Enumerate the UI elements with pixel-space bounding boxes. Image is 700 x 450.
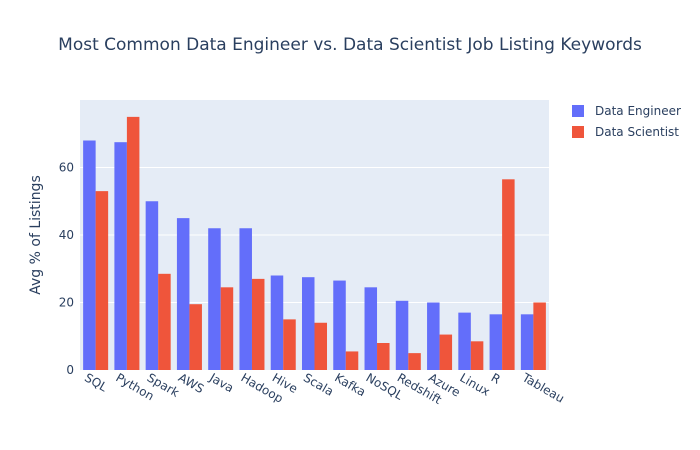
bar-data-engineer-sql	[83, 140, 96, 370]
bar-data-engineer-tableau	[520, 314, 534, 370]
bar-data-engineer-linux	[458, 312, 471, 370]
bar-data-engineer-azure	[427, 302, 440, 370]
legend-swatch	[572, 126, 584, 138]
bars	[83, 116, 546, 370]
y-axis-ticks: 0 20 40 60	[59, 161, 74, 378]
legend: Data Engineer Data Scientist	[572, 104, 681, 139]
legend-swatch	[572, 105, 584, 117]
y-tick-label: 60	[59, 161, 74, 175]
bar-data-scientist-aws	[189, 304, 202, 370]
bar-data-engineer-python	[114, 142, 127, 370]
x-tick-label: Java	[206, 370, 236, 395]
y-tick-label: 20	[59, 296, 74, 310]
x-tick-label: Kafka	[332, 370, 368, 399]
bar-data-scientist-scala	[314, 322, 328, 370]
x-tick-label: Linux	[457, 370, 492, 398]
chart-title: Most Common Data Engineer vs. Data Scien…	[58, 35, 642, 55]
y-axis-label: Avg % of Listings	[28, 175, 44, 295]
bar-data-engineer-redshift	[395, 300, 409, 370]
bar-data-scientist-hadoop	[251, 278, 265, 370]
bar-data-scientist-azure	[439, 334, 453, 370]
bar-data-scientist-hive	[283, 319, 296, 370]
y-tick-label: 0	[66, 363, 74, 377]
bar-data-scientist-spark	[158, 273, 171, 370]
bar-data-scientist-nosql	[377, 343, 390, 370]
bar-data-scientist-kafka	[345, 351, 359, 370]
bar-data-scientist-redshift	[408, 353, 421, 370]
x-tick-label: Tableau	[519, 370, 567, 406]
bar-data-engineer-hive	[270, 275, 284, 370]
bar-data-scientist-tableau	[533, 302, 546, 370]
bar-data-scientist-sql	[95, 191, 109, 370]
bar-data-scientist-r	[502, 179, 515, 370]
x-tick-label: SQL	[82, 370, 110, 394]
y-tick-label: 40	[59, 228, 74, 242]
bar-data-engineer-r	[489, 314, 503, 370]
bar-data-engineer-nosql	[364, 287, 378, 370]
bar-data-engineer-aws	[176, 218, 190, 370]
x-tick-label: R	[489, 370, 503, 386]
bar-data-scientist-linux	[470, 341, 484, 370]
bar-data-scientist-python	[126, 116, 140, 370]
bar-data-engineer-hadoop	[239, 228, 252, 370]
bar-data-engineer-kafka	[333, 280, 346, 370]
legend-label: Data Engineer	[595, 104, 681, 118]
x-tick-label: Scala	[301, 370, 336, 398]
bar-data-engineer-scala	[301, 277, 315, 370]
bar-data-scientist-java	[220, 287, 234, 370]
bar-data-engineer-spark	[145, 201, 159, 370]
legend-label: Data Scientist	[595, 125, 679, 139]
bar-data-engineer-java	[208, 228, 221, 370]
x-tick-label: AWS	[176, 370, 206, 396]
